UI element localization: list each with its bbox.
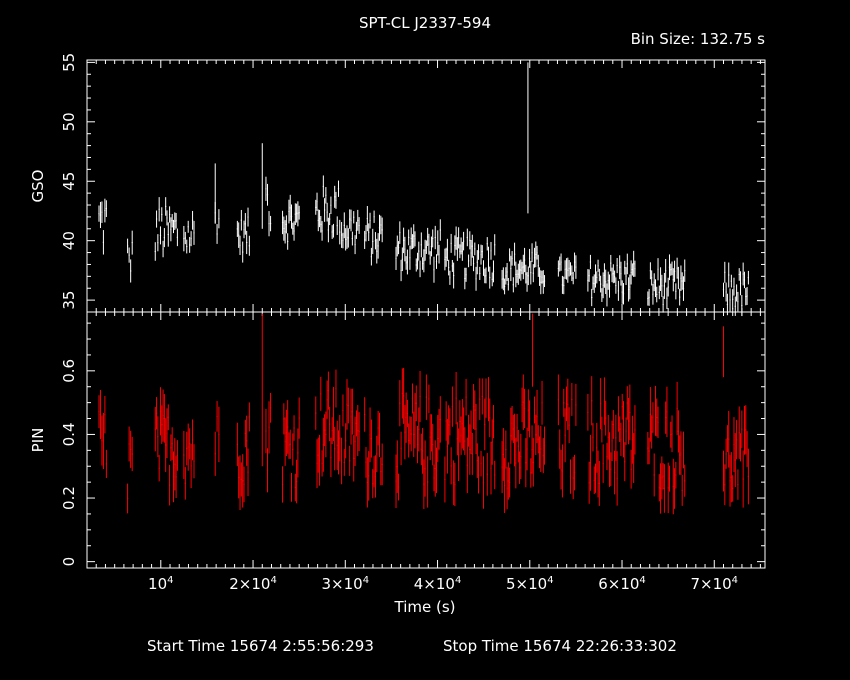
y-tick-label: 0.4 (60, 423, 78, 447)
gso-ylabel: GSO (29, 170, 47, 203)
pin-panel-frame (86, 311, 766, 569)
y-tick-label: 55 (60, 53, 78, 72)
x-axis-label: Time (s) (394, 598, 456, 616)
x-tick-label: 5×104 (506, 575, 554, 593)
gso-series (98, 62, 749, 317)
x-tick-label: 4×104 (414, 575, 462, 593)
x-tick-label: 7×104 (690, 575, 738, 593)
stop-time-label: Stop Time 15674 22:26:33:302 (443, 637, 677, 655)
y-tick-label: 40 (60, 231, 78, 250)
pin-series (98, 313, 749, 515)
y-tick-label: 35 (60, 291, 78, 310)
bin-size-label: Bin Size: 132.75 s (631, 30, 766, 48)
gso-axis: 35 40 45 50 55 (60, 53, 765, 313)
pin-axis: 0 0.2 0.4 0.6 (60, 322, 765, 567)
x-tick-label: 2×104 (229, 575, 277, 593)
y-tick-label: 0 (60, 557, 78, 567)
y-tick-label: 0.2 (60, 486, 78, 510)
x-tick-label: 104 (148, 575, 173, 593)
x-tick-label: 3×104 (321, 575, 369, 593)
pin-ylabel: PIN (29, 428, 47, 453)
y-tick-label: 50 (60, 112, 78, 131)
gso-panel-frame (86, 59, 766, 313)
y-tick-label: 45 (60, 172, 78, 191)
y-tick-label: 0.6 (60, 359, 78, 383)
start-time-label: Start Time 15674 2:55:56:293 (147, 637, 374, 655)
time-axis: 104 2×104 3×104 4×104 5×104 6×104 7×104 (95, 60, 761, 593)
x-tick-label: 6×104 (598, 575, 646, 593)
chart-title: SPT-CL J2337-594 (359, 14, 491, 32)
